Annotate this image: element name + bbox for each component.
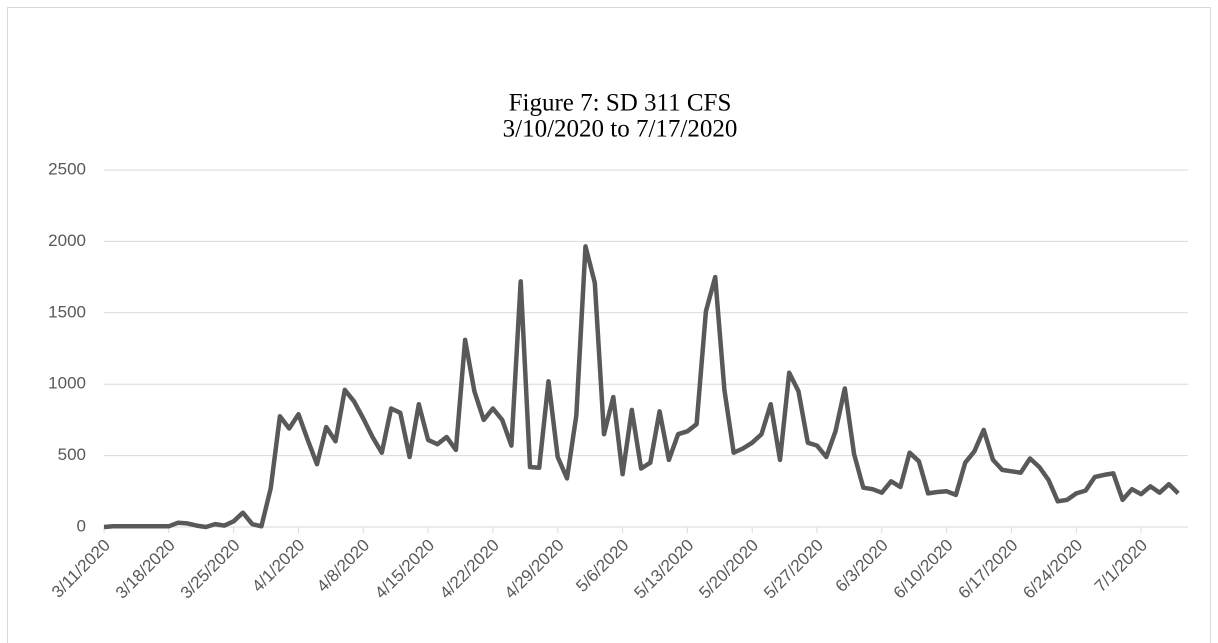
x-tick-label: 7/1/2020 [1091,536,1151,596]
x-tick-label: 5/13/2020 [630,536,697,603]
x-tick-label: 4/22/2020 [436,536,503,603]
x-tick-label: 4/1/2020 [248,536,308,596]
x-tick-label: 4/8/2020 [313,536,373,596]
y-tick-label: 1500 [48,302,86,321]
chart-title: Figure 7: SD 311 CFS [509,90,732,117]
x-tick-label: 5/27/2020 [760,536,827,603]
x-tick-label: 6/17/2020 [955,536,1022,603]
x-tick-label: 5/6/2020 [572,536,632,596]
y-tick-label: 500 [58,445,86,464]
x-tick-label: 6/24/2020 [1019,536,1086,603]
y-tick-label: 2000 [48,231,86,250]
x-tick-label: 6/3/2020 [832,536,892,596]
x-tick-label: 4/15/2020 [371,536,438,603]
y-tick-label: 1000 [48,374,86,393]
chart-subtitle: 3/10/2020 to 7/17/2020 [503,116,738,143]
data-line [103,244,1180,530]
x-tick-label: 3/11/2020 [48,536,114,602]
chart-border [7,7,1211,643]
x-tick-label: 3/18/2020 [112,536,179,603]
x-tick-label: 5/20/2020 [695,536,762,603]
x-tick-label: 3/25/2020 [177,536,244,603]
y-tick-label: 2500 [48,159,86,178]
y-tick-label: 0 [77,516,86,535]
x-tick-label: 4/29/2020 [501,536,568,603]
x-tick-label: 6/10/2020 [890,536,957,603]
